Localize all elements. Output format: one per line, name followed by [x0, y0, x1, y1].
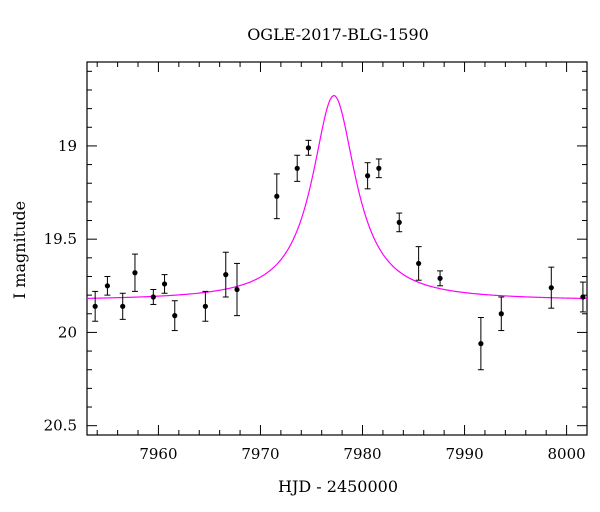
data-point-group	[437, 270, 444, 287]
data-point-group	[234, 262, 240, 317]
data-point-group	[104, 275, 111, 296]
data-point	[294, 165, 300, 171]
data-point-group	[273, 173, 280, 220]
x-tick-label: 7960	[139, 445, 177, 463]
data-points	[92, 139, 586, 371]
data-point-group	[92, 290, 99, 322]
data-point-group	[150, 289, 157, 305]
y-axis-label: I magnitude	[10, 201, 29, 299]
data-point	[478, 341, 484, 347]
data-point	[580, 294, 586, 300]
data-point	[161, 281, 168, 287]
data-point	[104, 283, 111, 289]
data-point	[396, 219, 402, 225]
y-tick-label: 20.5	[44, 417, 77, 435]
data-point-group	[415, 246, 422, 281]
y-tick-label: 20	[58, 323, 77, 341]
plot-area: 7960 7970 7980 7990 8000 19 19.5 20 20.5	[44, 61, 588, 463]
data-point	[234, 286, 240, 293]
y-tick-label: 19.5	[44, 230, 77, 248]
data-point	[120, 303, 126, 309]
data-point	[172, 313, 178, 319]
plot-frame	[86, 61, 588, 436]
data-point-group	[396, 212, 403, 233]
data-point	[132, 270, 138, 276]
x-tick-label: 7970	[241, 445, 279, 463]
data-point	[416, 260, 422, 267]
x-tick-label: 8000	[547, 445, 585, 463]
data-point-group	[477, 317, 484, 371]
data-point	[92, 303, 98, 309]
data-point-group	[119, 292, 126, 320]
data-point-group	[498, 296, 505, 332]
data-point-group	[202, 290, 209, 322]
data-point-group	[161, 274, 168, 294]
data-point-group	[222, 251, 229, 298]
data-point	[305, 145, 312, 151]
y-tick-label: 19	[58, 137, 77, 155]
data-point-group	[364, 162, 371, 190]
chart-title: OGLE-2017-BLG-1590	[247, 25, 429, 44]
data-point	[223, 272, 229, 278]
data-point	[498, 311, 504, 317]
model-curve	[86, 95, 588, 300]
x-axis-label: HJD - 2450000	[278, 477, 398, 496]
x-tick-label: 7990	[445, 445, 483, 463]
data-point-group	[171, 300, 178, 332]
data-point	[150, 294, 156, 300]
axis-ticks: 7960 7970 7980 7990 8000 19 19.5 20 20.5	[44, 62, 588, 463]
data-point-group	[131, 253, 138, 292]
data-point	[437, 275, 443, 281]
data-point-group	[305, 139, 312, 156]
data-point	[365, 173, 371, 179]
data-point-group	[548, 266, 555, 309]
data-point-group	[579, 281, 586, 313]
data-point-group	[294, 154, 301, 182]
data-point	[548, 285, 554, 291]
x-tick-label: 7980	[343, 445, 381, 463]
data-point	[202, 303, 208, 309]
data-point-group	[375, 158, 382, 179]
data-point	[376, 165, 382, 171]
data-point	[274, 193, 280, 199]
